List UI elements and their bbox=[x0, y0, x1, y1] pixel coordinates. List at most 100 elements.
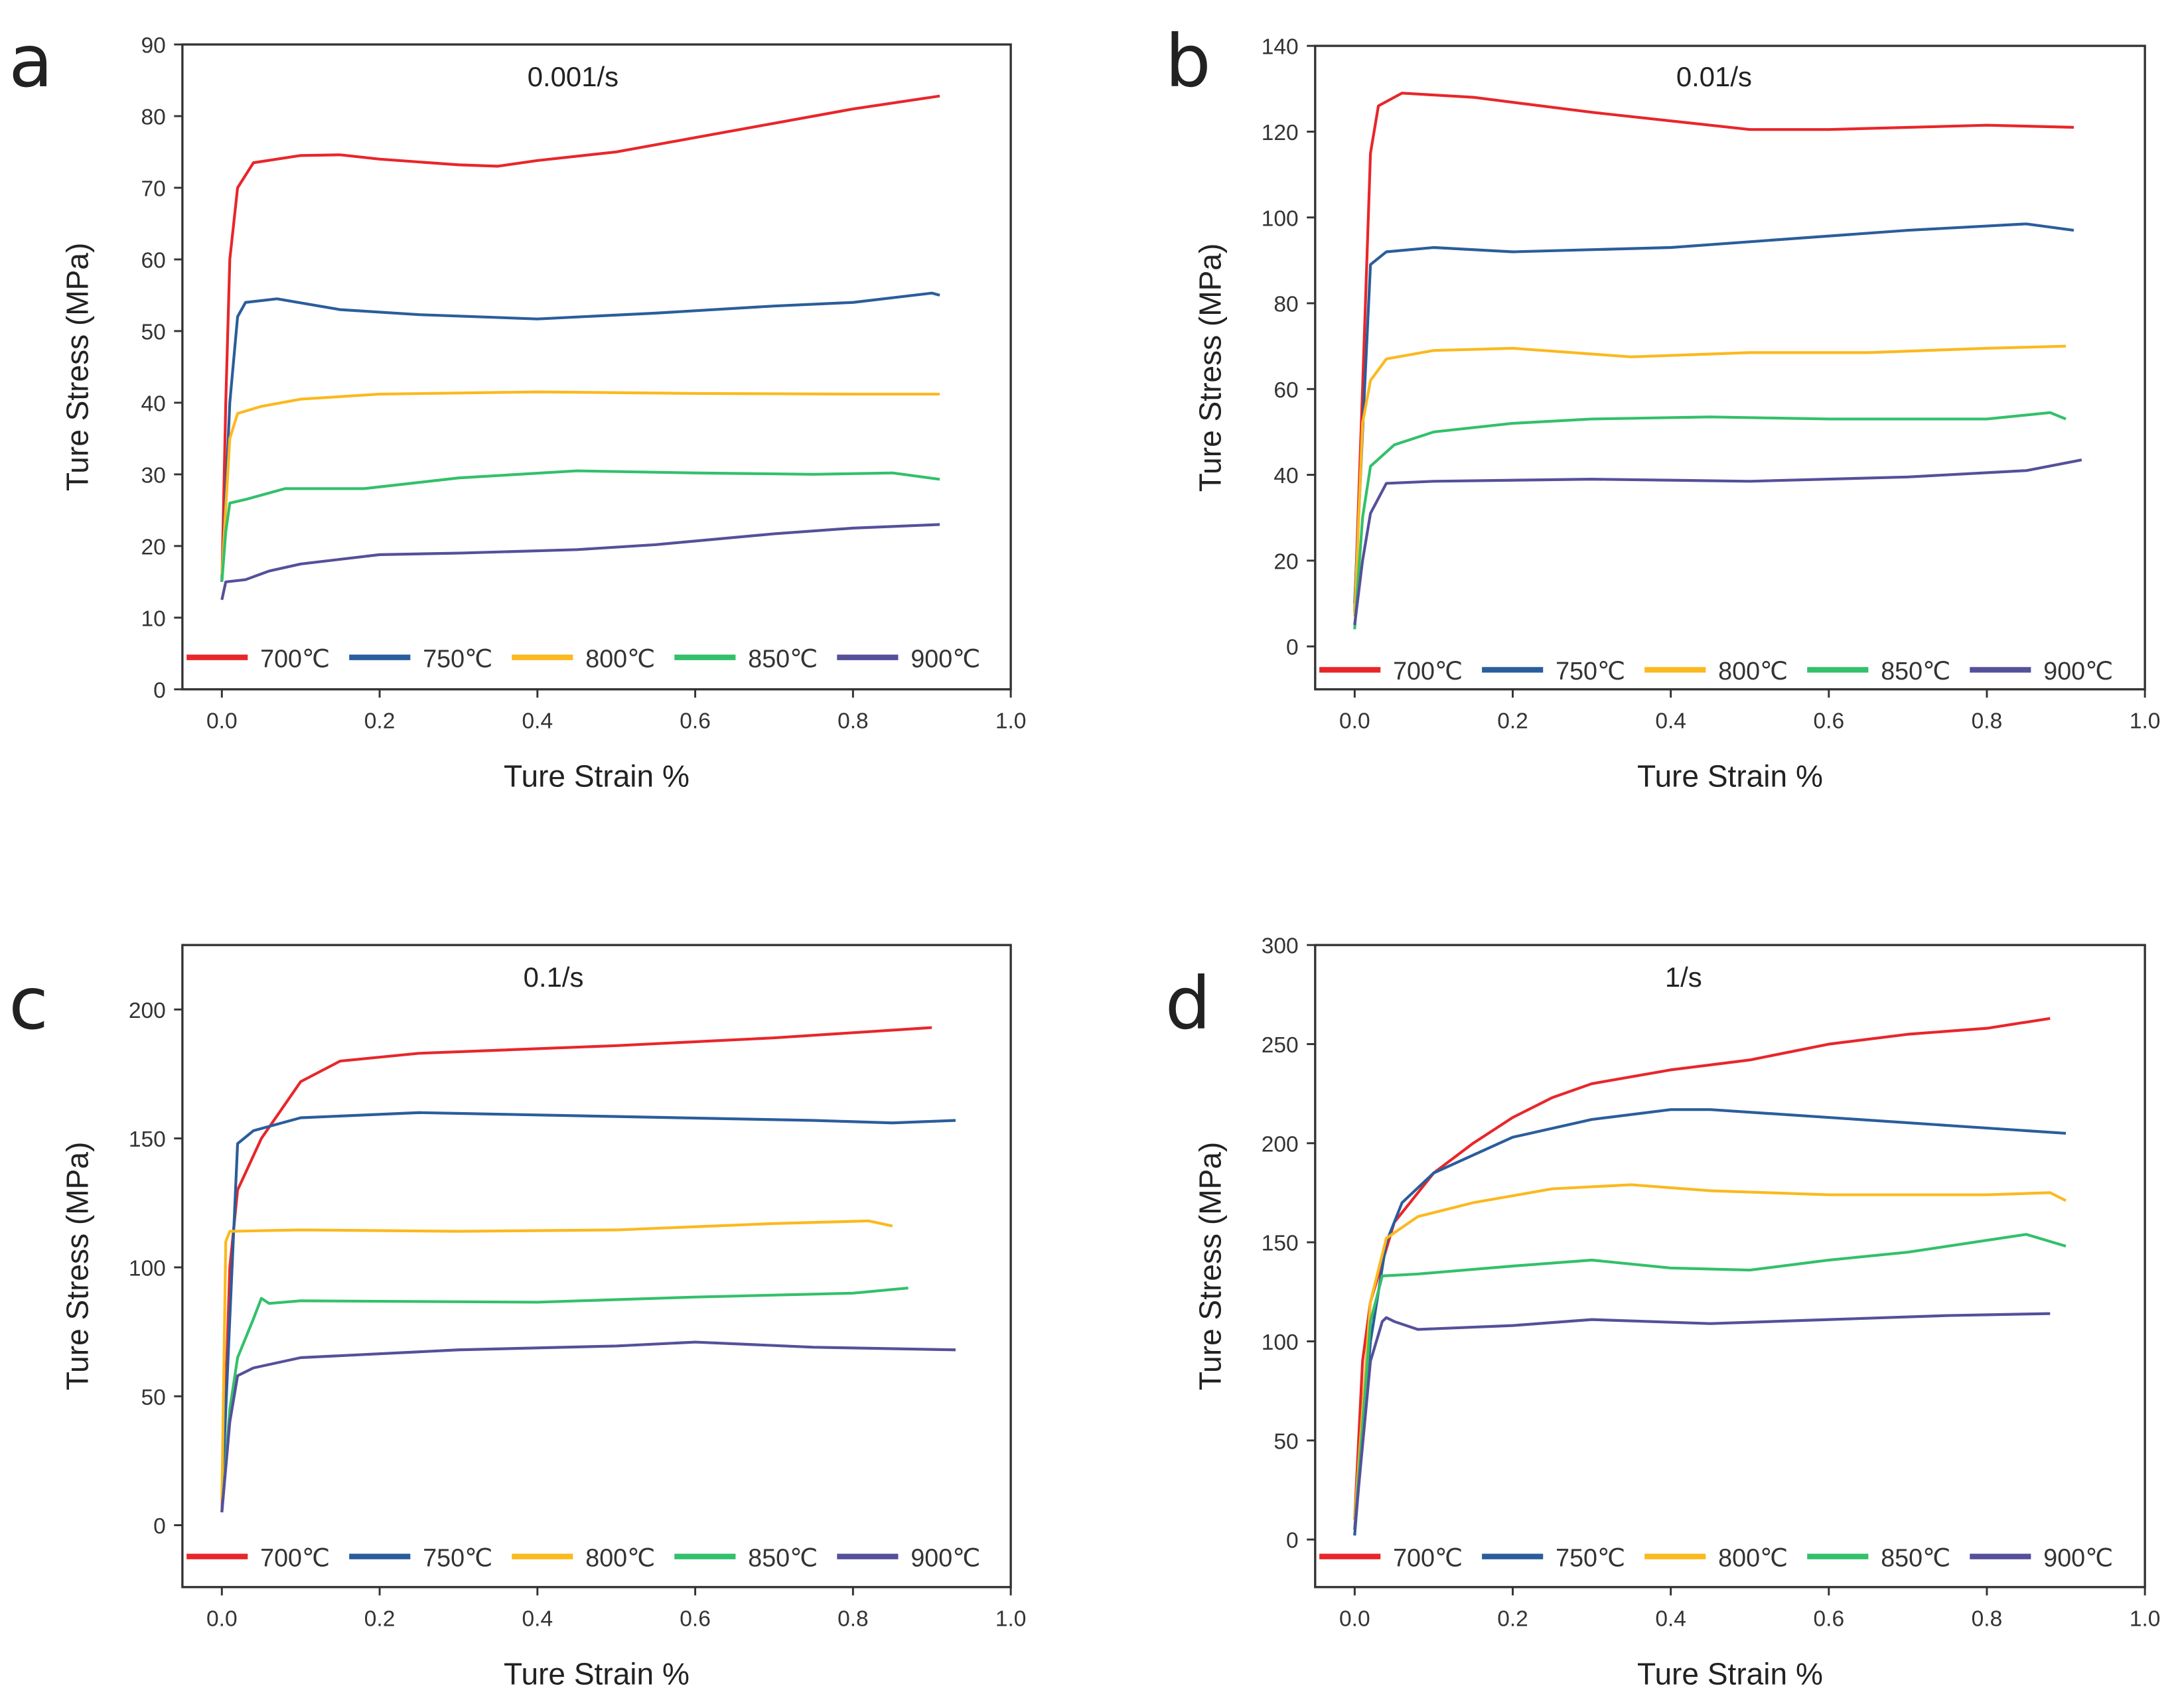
x-tick-label: 0.8 bbox=[837, 709, 869, 733]
chart-title: 0.001/s bbox=[528, 61, 618, 92]
series-line-700 bbox=[220, 94, 940, 582]
x-tick-label: 0.8 bbox=[1972, 1606, 2003, 1631]
series-line-750 bbox=[220, 291, 940, 583]
x-tick-label: 0.4 bbox=[522, 1606, 553, 1631]
x-tick-label: 0.6 bbox=[1814, 1606, 1845, 1631]
x-axis-label: Ture Strain % bbox=[504, 1656, 690, 1691]
x-tick-label: 0.4 bbox=[522, 709, 553, 733]
chart-panel-a: 0.0 0.2 0.4 0.6 0.8 1.0 0 10 20 30 40 50 60 70 80 90 Tur… bbox=[9, 19, 1026, 794]
y-tick-label: 0 bbox=[1286, 636, 1299, 660]
y-tick-label: 60 bbox=[1273, 378, 1298, 403]
series-line-750 bbox=[1353, 1108, 2067, 1536]
legend-label: 900℃ bbox=[910, 644, 980, 672]
x-tick-label: 0.4 bbox=[1655, 709, 1686, 733]
legend-label: 750℃ bbox=[423, 1543, 492, 1571]
panel-letter: d bbox=[1165, 961, 1211, 1046]
x-tick-label: 1.0 bbox=[2130, 709, 2161, 733]
y-axis-label: Ture Stress (MPa) bbox=[60, 243, 94, 492]
y-tick-label: 20 bbox=[1273, 549, 1298, 574]
y-tick-label: 150 bbox=[129, 1127, 166, 1152]
y-tick-label: 80 bbox=[1273, 293, 1298, 317]
y-tick-label: 150 bbox=[1262, 1232, 1299, 1256]
y-tick-label: 100 bbox=[1262, 1330, 1299, 1355]
y-tick-label: 50 bbox=[141, 1386, 165, 1410]
y-tick-label: 0 bbox=[153, 1514, 166, 1539]
chart-panel-b: 0.0 0.2 0.4 0.6 0.8 1.0 0 20 40 60 80 100 120 140 Ture… bbox=[1165, 19, 2161, 794]
y-tick-label: 60 bbox=[141, 249, 165, 273]
y-tick-label: 40 bbox=[1273, 464, 1298, 488]
chart-title: 0.1/s bbox=[524, 961, 584, 993]
y-tick-label: 0 bbox=[1286, 1529, 1299, 1553]
series-line-700 bbox=[1353, 92, 2074, 612]
series-line-800 bbox=[1353, 1183, 2067, 1520]
series-line-900 bbox=[1353, 458, 2082, 626]
x-tick-label: 0.6 bbox=[680, 1606, 711, 1631]
x-axis-label: Ture Strain % bbox=[504, 758, 690, 793]
y-tick-label: 200 bbox=[1262, 1132, 1299, 1157]
legend-label: 700℃ bbox=[260, 644, 330, 672]
plot-frame bbox=[1314, 944, 2146, 1589]
series-line-850 bbox=[1353, 1233, 2067, 1530]
y-axis-label: Ture Stress (MPa) bbox=[60, 1142, 94, 1391]
panel-letter: a bbox=[9, 19, 53, 104]
series-line-800 bbox=[220, 390, 940, 575]
y-tick-label: 300 bbox=[1262, 934, 1299, 959]
x-tick-label: 1.0 bbox=[995, 1606, 1027, 1631]
legend-label: 700℃ bbox=[260, 1543, 330, 1571]
x-tick-label: 0.2 bbox=[1497, 709, 1528, 733]
legend-label: 800℃ bbox=[1718, 657, 1788, 685]
y-tick-label: 50 bbox=[141, 320, 165, 344]
plot-frame bbox=[181, 43, 1012, 691]
chart-panel-d: 0.0 0.2 0.4 0.6 0.8 1.0 0 50 100 150 200 250 300 Ture… bbox=[1165, 934, 2161, 1691]
series-line-800 bbox=[1353, 344, 2067, 616]
series-line-900 bbox=[220, 523, 940, 601]
legend-label: 850℃ bbox=[1881, 657, 1950, 685]
series-line-900 bbox=[1353, 1312, 2051, 1530]
x-tick-label: 0.0 bbox=[206, 1606, 238, 1631]
x-axis-label: Ture Strain % bbox=[1637, 758, 1823, 793]
y-tick-label: 50 bbox=[1273, 1429, 1298, 1454]
y-tick-label: 250 bbox=[1262, 1033, 1299, 1058]
legend-label: 750℃ bbox=[1556, 657, 1625, 685]
x-tick-label: 1.0 bbox=[2130, 1606, 2161, 1631]
y-tick-label: 140 bbox=[1262, 35, 1299, 60]
legend-label: 700℃ bbox=[1393, 1543, 1463, 1571]
series-line-850 bbox=[1353, 411, 2067, 630]
y-tick-label: 0 bbox=[153, 678, 166, 703]
y-tick-label: 30 bbox=[141, 463, 165, 488]
y-tick-label: 20 bbox=[141, 535, 165, 559]
y-tick-label: 200 bbox=[129, 999, 166, 1023]
chart-title: 0.01/s bbox=[1676, 61, 1752, 92]
legend-label: 750℃ bbox=[423, 644, 492, 672]
x-tick-label: 0.4 bbox=[1655, 1606, 1686, 1631]
x-tick-label: 0.0 bbox=[206, 709, 238, 733]
series-line-850 bbox=[220, 1286, 908, 1513]
legend-label: 700℃ bbox=[1393, 657, 1463, 685]
y-axis-label: Ture Stress (MPa) bbox=[1193, 1142, 1227, 1391]
legend-label: 800℃ bbox=[1718, 1543, 1788, 1571]
legend-label: 900℃ bbox=[2043, 1543, 2113, 1571]
legend-label: 900℃ bbox=[910, 1543, 980, 1571]
series-line-800 bbox=[220, 1219, 893, 1500]
y-tick-label: 120 bbox=[1262, 121, 1299, 145]
y-axis-label: Ture Stress (MPa) bbox=[1193, 244, 1227, 492]
plot-frame bbox=[181, 944, 1012, 1589]
x-tick-label: 0.0 bbox=[1339, 709, 1370, 733]
legend-label: 800℃ bbox=[585, 644, 655, 672]
panel-letter: b bbox=[1165, 19, 1211, 104]
y-tick-label: 40 bbox=[141, 391, 165, 416]
y-tick-label: 10 bbox=[141, 606, 165, 631]
x-tick-label: 0.6 bbox=[1814, 709, 1845, 733]
y-tick-label: 100 bbox=[1262, 206, 1299, 231]
legend-label: 850℃ bbox=[1881, 1543, 1950, 1571]
x-tick-label: 0.8 bbox=[1972, 709, 2003, 733]
y-tick-label: 90 bbox=[141, 34, 165, 58]
series-line-700 bbox=[220, 1026, 932, 1513]
y-tick-label: 100 bbox=[129, 1256, 166, 1281]
chart-title: 1/s bbox=[1665, 961, 1702, 993]
legend-label: 900℃ bbox=[2043, 657, 2113, 685]
x-axis-label: Ture Strain % bbox=[1637, 1656, 1823, 1691]
legend-label: 850℃ bbox=[748, 1543, 818, 1571]
x-tick-label: 0.2 bbox=[1497, 1606, 1528, 1631]
